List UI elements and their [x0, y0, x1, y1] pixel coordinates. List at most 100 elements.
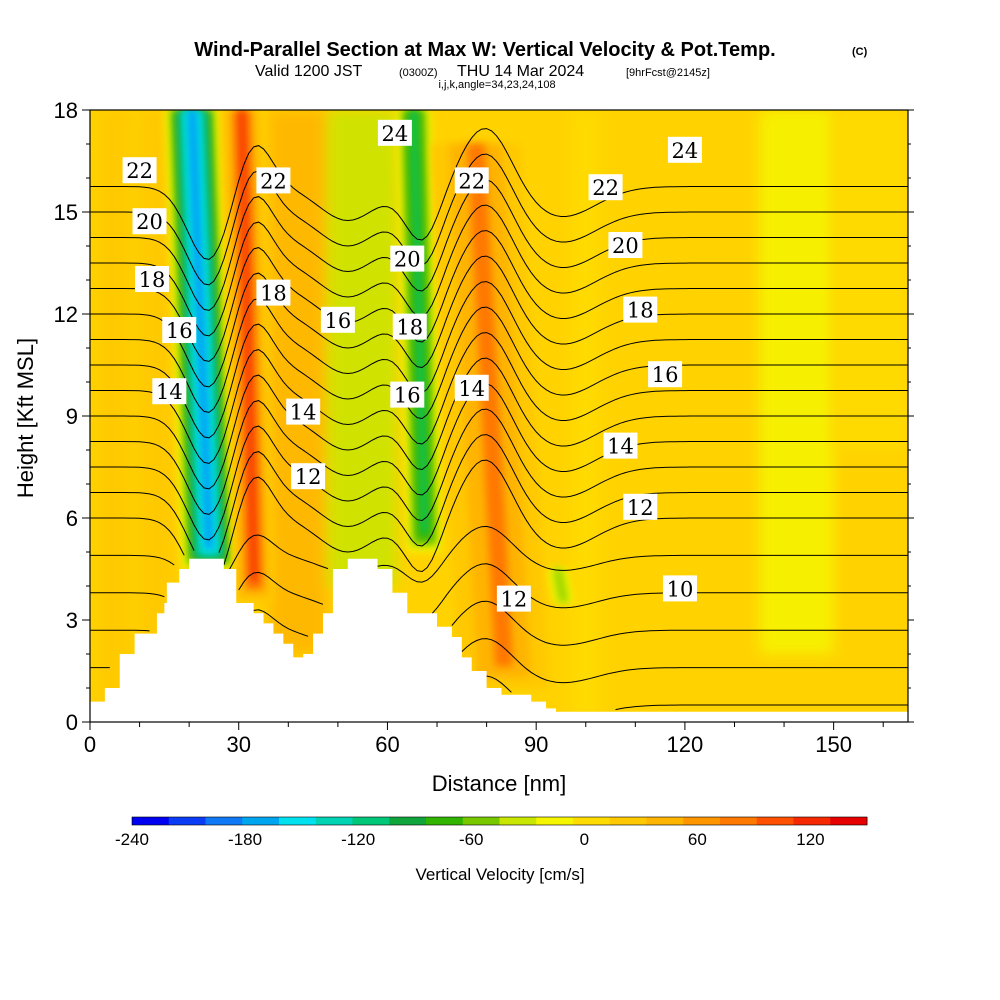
contour-label-bg: [134, 266, 169, 292]
contour-label-bg: [132, 208, 167, 235]
colorbar: -240 -180 -120 -60 0 60 120: [115, 816, 868, 849]
colorbar-swatch: [609, 817, 647, 825]
chart-title: Wind-Parallel Section at Max W: Vertical…: [194, 39, 775, 61]
velocity-cell-1: [221, 110, 275, 603]
colorbar-tick-label: -240: [115, 830, 149, 849]
contour-label-bg: [390, 381, 425, 408]
colorbar-tick-label: 60: [688, 830, 707, 849]
colorbar-frame: [131, 816, 868, 826]
colorbar-swatch: [279, 817, 317, 825]
contour-label-bg: [588, 174, 623, 201]
theta-contour-12: [90, 459, 908, 573]
contour-labels: 22 20 18 16 14 22 18 16 14 12 24 20 18 16 22 14 12 22 20 18…: [122, 119, 702, 612]
x-tick-label: 90: [524, 732, 548, 757]
contour-label-text: 14: [458, 377, 485, 401]
colorbar-tick-label: -120: [341, 830, 375, 849]
contour-label-text: 18: [260, 282, 287, 306]
colorbar-swatch: [720, 817, 758, 825]
contour-label-text: 20: [612, 234, 639, 258]
colorbar-tick-label: 120: [796, 830, 824, 849]
contour-label-2: 18: [134, 266, 169, 292]
velocity-cell-1-level-3: [238, 110, 258, 582]
field-band-6: [833, 110, 908, 450]
velocity-cell-4: [547, 569, 574, 603]
y-tick-label: 6: [66, 506, 78, 531]
contour-label-text: 12: [501, 588, 528, 612]
contour-label-text: 22: [592, 176, 619, 200]
x-tick-label: 30: [226, 732, 250, 757]
theta-contour-17: [90, 332, 908, 464]
contour-label-16: 12: [496, 585, 531, 612]
colorbar-swatch: [389, 817, 427, 825]
plot-area: 22 20 18 16 14 22 18 16 14 12 24 20 18 16 22 14 12 22 20 18…: [90, 110, 908, 722]
contour-label-4: 14: [152, 378, 187, 405]
contour-label-text: 24: [672, 139, 699, 163]
colorbar-swatch: [205, 817, 243, 825]
theta-contour-21: [90, 230, 908, 362]
contour-label-20: 16: [648, 361, 683, 388]
contour-label-text: 14: [290, 401, 317, 425]
colorbar-swatch: [352, 817, 390, 825]
theta-contour-24: [90, 153, 908, 286]
x-axis: 0 30 60 90 120 150: [84, 722, 884, 757]
colorbar-tick-label: -180: [228, 830, 262, 849]
contour-label-bg: [603, 432, 638, 459]
x-tick-label: 60: [375, 732, 399, 757]
contour-label-11: 20: [390, 245, 425, 272]
y-tick-label: 9: [66, 404, 78, 429]
theta-contour-13: [90, 434, 908, 553]
contour-label-13: 16: [390, 381, 425, 408]
y-tick-label: 0: [66, 710, 78, 735]
theta-contour-11: [90, 525, 908, 583]
contour-label-text: 16: [325, 309, 352, 333]
contour-label-text: 16: [394, 384, 421, 408]
contour-label-22: 12: [623, 493, 658, 520]
theta-contour-16: [90, 357, 908, 490]
contour-label-7: 16: [320, 306, 355, 333]
contour-label-21: 14: [603, 432, 638, 459]
contour-label-3: 16: [162, 317, 197, 343]
contour-label-bg: [256, 279, 291, 306]
contour-label-text: 16: [166, 319, 193, 343]
contour-label-1: 20: [132, 208, 167, 235]
theta-contour-15: [90, 383, 908, 515]
colorbar-swatch: [830, 817, 868, 825]
colorbar-tick-label: -60: [459, 830, 484, 849]
contour-label-text: 24: [382, 122, 409, 146]
contour-label-bg: [377, 119, 412, 146]
subtitle-indices: i,j,k,angle=34,23,24,108: [438, 79, 555, 91]
velocity-cell-3-level-2: [467, 144, 513, 667]
field-band-5: [759, 110, 834, 654]
theta-contour-14: [90, 408, 908, 541]
theta-contour-8: [90, 638, 908, 684]
colorbar-swatch: [499, 817, 537, 825]
theta-contour-22: [90, 204, 908, 337]
contour-label-bg: [152, 378, 187, 405]
colorbar-swatch: [315, 817, 353, 825]
colorbar-swatch: [573, 817, 611, 825]
terrain: [90, 558, 908, 722]
contour-label-bg: [256, 167, 291, 194]
contour-label-bg: [454, 374, 489, 401]
contour-label-bg: [286, 398, 321, 425]
theta-contour-25: [90, 128, 908, 260]
contour-label-bg: [667, 136, 702, 163]
contour-label-bg: [454, 167, 489, 194]
colorbar-label: Vertical Velocity [cm/s]: [415, 865, 584, 884]
colorbar-swatch: [132, 817, 170, 825]
contour-label-text: 10: [667, 577, 694, 601]
theta-contour-23: [90, 179, 908, 311]
contour-label-bg: [662, 575, 697, 602]
contour-label-bg: [623, 296, 658, 323]
contour-label-24: 10: [662, 575, 697, 602]
contour-label-bg: [623, 493, 658, 520]
contour-label-23: 24: [667, 136, 702, 163]
contour-label-text: 12: [627, 496, 654, 520]
field-band-3: [327, 110, 398, 586]
x-tick-label: 0: [84, 732, 96, 757]
contour-label-text: 22: [126, 159, 153, 183]
colorbar-swatch: [462, 817, 500, 825]
y-tick-label: 12: [54, 302, 78, 327]
theta-contour-19: [90, 281, 908, 413]
